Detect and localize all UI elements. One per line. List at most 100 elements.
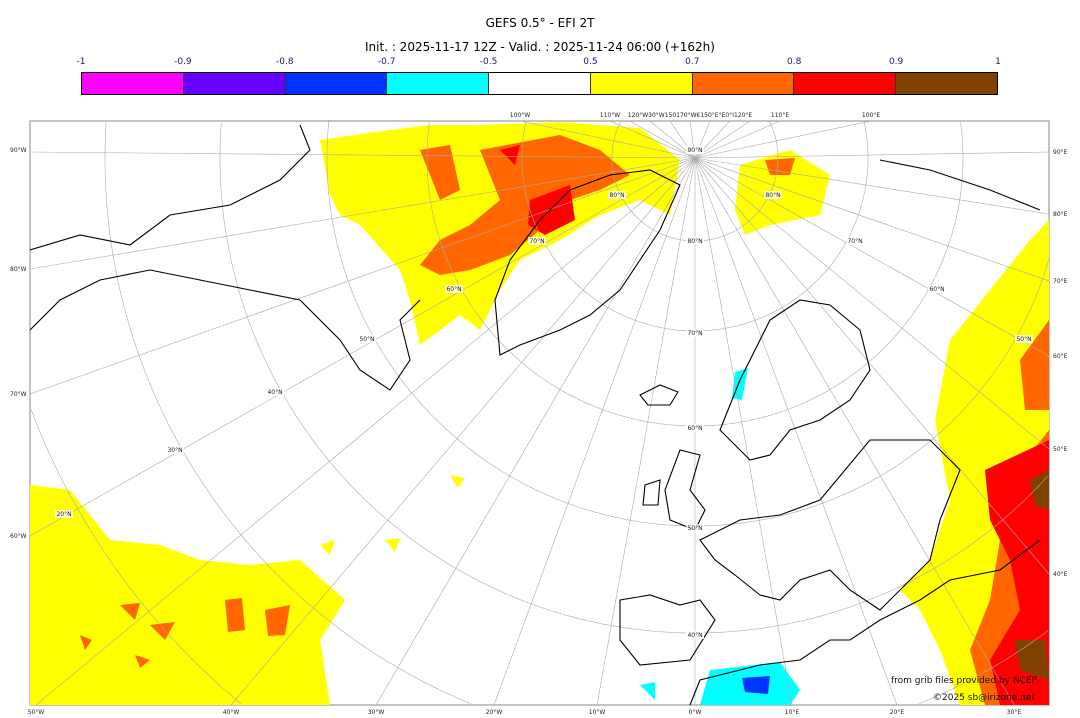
longitude-label-top: 100°W [510, 112, 530, 119]
latitude-label: 70°N [529, 238, 544, 245]
latitude-label: 20°N [56, 511, 71, 518]
latitude-label: 60°N [929, 286, 944, 293]
efi-area-yellow [320, 475, 465, 555]
colorbar-segment [692, 73, 795, 94]
meridian-line [694, 157, 1015, 705]
latitude-label: 50°N [359, 336, 374, 343]
parallel-line [611, 121, 779, 242]
latitude-label-background [166, 446, 184, 454]
efi-area-red [500, 145, 575, 235]
latitude-label: 90°N [687, 147, 702, 154]
longitude-label-right: 90°E [1053, 149, 1068, 156]
efi-field [30, 122, 1049, 705]
copyright-credit: ©2025 sb@irizone.net [933, 693, 1035, 703]
longitude-label-left: 80°W [10, 266, 27, 273]
meridian-line [694, 157, 1049, 575]
latitude-label: 70°N [687, 330, 702, 337]
parallel-line [104, 121, 1049, 705]
colorbar-tick-label: -0.5 [479, 57, 498, 67]
efi-area-brown [1015, 470, 1049, 680]
latitude-label: 40°N [687, 632, 702, 639]
meridian-line [694, 121, 872, 159]
latitude-label-background [686, 237, 704, 245]
colorbar-tick-label: -0.8 [275, 57, 294, 67]
colorbar-tick-label: 0.9 [888, 57, 904, 67]
longitude-label-left: 60°W [10, 533, 27, 540]
graticule [30, 121, 1049, 705]
latitude-label-background [528, 237, 546, 245]
longitude-label-bottom: 20°W [486, 709, 503, 716]
latitude-label: 70°N [847, 238, 862, 245]
latitude-label-background [686, 146, 704, 154]
longitude-label-top: 100°E [862, 112, 880, 119]
longitude-label-right: 50°E [1053, 446, 1068, 453]
longitude-label-left: 90°W [10, 147, 27, 154]
efi-area-orange [765, 158, 795, 175]
parallel-line [521, 121, 869, 332]
colorbar-tick-label: -1 [76, 57, 86, 67]
latitude-label-background [358, 335, 376, 343]
colorbar-tick-label: -0.9 [174, 57, 192, 67]
latitude-label-background [928, 285, 946, 293]
meridian-line [629, 121, 696, 159]
longitude-label-bottom: 10°E [785, 709, 800, 716]
longitude-label-bottom: 30°W [368, 709, 385, 716]
meridian-line [694, 157, 1049, 357]
meridian-line [375, 157, 696, 705]
parallel-line [426, 121, 964, 427]
latitude-label-background [764, 191, 782, 199]
latitude-label-background [686, 524, 704, 532]
efi-area-blue [742, 676, 770, 694]
efi-area-orange [80, 598, 290, 668]
colorbar-segment [387, 73, 490, 94]
latitude-label-background [608, 191, 626, 199]
efi-area-yellow [735, 150, 830, 235]
latitude-label-background [1015, 335, 1033, 343]
colorbar-tick-label: 0.5 [583, 57, 598, 67]
longitude-label-bottom: 10°W [589, 709, 606, 716]
efi-area-orange [420, 135, 630, 275]
latitude-label: 30°N [167, 447, 182, 454]
latitude-label: 60°N [446, 286, 461, 293]
efi-area-cyan [640, 368, 800, 705]
colorbar-segment [489, 73, 591, 94]
efi-area-red [985, 440, 1049, 705]
colorbar [81, 72, 998, 95]
latitude-label-background [55, 510, 73, 518]
latitude-label: 80°N [609, 192, 624, 199]
latitude-label-background [686, 329, 704, 337]
chart-title: GEFS 0.5° - EFI 2T [485, 16, 595, 30]
latitude-label-background [266, 388, 284, 396]
longitude-label-top: 110°W [600, 112, 620, 119]
longitude-label-bottom: 0°W [689, 709, 702, 716]
longitude-label-right: 40°E [1053, 571, 1068, 578]
latitude-label-background [686, 631, 704, 639]
meridian-line [519, 121, 696, 159]
latitude-label: 50°N [687, 525, 702, 532]
meridian-line [30, 151, 696, 159]
meridian-line [694, 157, 898, 705]
longitude-label-left: 70°W [10, 391, 27, 398]
latitude-label: 60°N [687, 425, 702, 432]
meridian-line [609, 121, 696, 159]
colorbar-segment [82, 73, 184, 94]
latitude-label-background [686, 424, 704, 432]
efi-area-yellow [30, 485, 345, 705]
meridian-line [596, 157, 696, 705]
meridian-line [694, 121, 751, 159]
latitude-label: 80°N [687, 238, 702, 245]
meridian-line [694, 151, 1049, 159]
longitude-label-bottom: 30°E [1007, 709, 1022, 716]
meridian-line [694, 157, 1049, 450]
longitude-label-bottom: 40°W [223, 709, 240, 716]
colorbar-segment [794, 73, 897, 94]
colorbar-segment [896, 73, 998, 94]
latitude-label-background [445, 285, 463, 293]
colorbar-segment [285, 73, 388, 94]
meridian-line [30, 157, 696, 537]
longitude-label-bottom: 50°W [28, 709, 45, 716]
meridian-line [35, 157, 696, 705]
colorbar-tick-label: 0.7 [685, 57, 700, 67]
coastlines [30, 124, 1041, 705]
